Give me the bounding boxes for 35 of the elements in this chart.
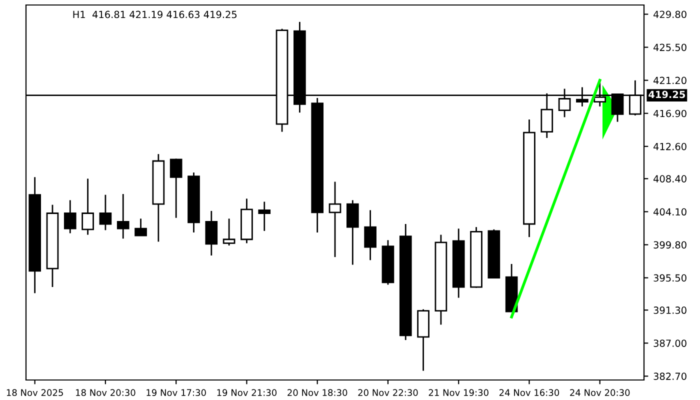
candlestick — [205, 210, 218, 256]
x-tick-label: 20 Nov 22:30 — [358, 389, 418, 396]
x-tick-label: 18 Nov 2025 — [6, 389, 63, 396]
x-tick-label: 21 Nov 19:30 — [428, 389, 488, 396]
candlestick — [99, 194, 112, 231]
y-tick-label: 425.50 — [654, 44, 686, 52]
candlestick — [346, 199, 359, 266]
y-tick-label: 412.60 — [654, 142, 686, 150]
x-tick-label: 19 Nov 17:30 — [146, 389, 206, 396]
candlestick — [328, 181, 342, 258]
y-tick-label: 387.00 — [654, 340, 686, 347]
chart-title: H1 416.81 421.19 416.63 419.25 — [73, 10, 237, 18]
x-tick-label: 19 Nov 21:30 — [217, 389, 277, 396]
y-tick-label: 429.80 — [654, 10, 686, 18]
x-tick-label: 20 Nov 18:30 — [288, 389, 348, 396]
candlestick — [64, 199, 76, 234]
y-tick-label: 395.50 — [654, 274, 686, 282]
y-tick-label: 404.10 — [654, 208, 686, 216]
x-tick-label: 18 Nov 20:30 — [76, 389, 136, 396]
y-tick-label: 421.20 — [654, 76, 686, 84]
y-tick-label: 382.70 — [654, 372, 686, 380]
candlestick — [134, 218, 147, 236]
x-tick-label: 24 Nov 16:30 — [499, 389, 560, 396]
candlestick — [222, 218, 236, 246]
y-tick-label: 408.40 — [654, 175, 686, 182]
y-tick-label: 399.80 — [654, 241, 686, 249]
candlestick — [364, 209, 376, 261]
candlestick — [258, 201, 271, 232]
y-tick-label: 391.30 — [654, 306, 686, 314]
ref-line-label: 419.25 — [648, 90, 686, 98]
candlestick — [170, 158, 182, 219]
candlestick — [82, 178, 94, 236]
x-tick-label: 24 Nov 20:30 — [570, 389, 630, 396]
candlestick — [116, 193, 130, 240]
y-tick-label: 416.90 — [654, 110, 686, 118]
